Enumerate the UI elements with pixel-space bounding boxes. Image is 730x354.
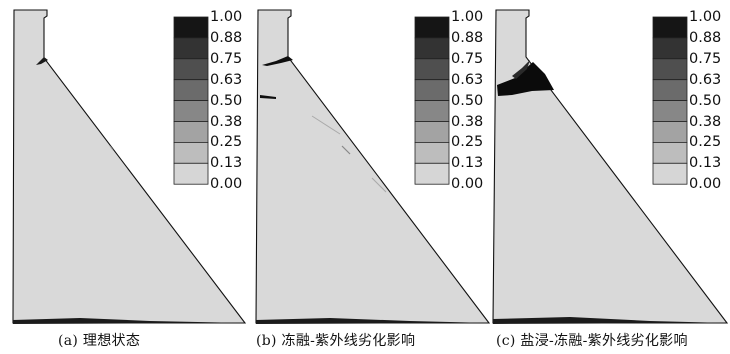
legend-a-label-3: 0.63 [210,71,243,88]
legend-c-label-5: 0.38 [689,113,722,130]
legend-c-swatch-1 [652,37,688,60]
legend-c-swatch-4 [652,100,688,122]
legend-a-swatch-5 [173,121,209,143]
legend-b-label-8: 0.00 [451,176,484,193]
legend-c-label-2: 0.75 [689,50,722,67]
legend-c-swatch-6 [652,141,688,164]
legend-c-swatch-0 [652,16,688,39]
dam-panel-b [255,9,491,324]
legend-b-label-4: 0.50 [451,92,484,109]
legend-a-label-7: 0.13 [210,155,243,172]
damage-zone-b-base [256,318,489,324]
legend-b-swatch-1 [414,37,450,60]
legend-c-label-6: 0.25 [689,134,722,151]
damage-trace-a [109,145,114,151]
legend-c-label-4: 0.50 [689,92,722,109]
legend-a-swatch-4 [173,100,209,122]
legend-c-label-0: 1.00 [689,9,722,25]
legend-b-swatch-6 [414,141,450,164]
legend-a-swatch-7 [173,162,209,185]
legend-a-label-5: 0.38 [210,113,243,130]
legend-c-label-8: 0.00 [689,176,722,193]
damage-zone-c-neck [497,62,554,96]
legend-b-label-6: 0.25 [451,134,484,151]
damage-zone-a-base [13,318,245,324]
damage-zone-b-neck [262,56,293,66]
legend-a-label-1: 0.88 [210,29,243,46]
dam-panel-c [492,9,729,324]
legend-a-swatch-1 [173,37,209,60]
legend-b-label-7: 0.13 [451,155,484,172]
damage-zone-a-neck [36,57,48,65]
legend-b-swatch-4 [414,100,450,122]
legend-c-swatch-5 [652,121,688,143]
legend-a-swatch-3 [173,79,209,101]
legend-a-label-4: 0.50 [210,92,243,109]
damage-trace-b-1 [311,115,341,135]
legend-b-label-0: 1.00 [451,9,484,25]
damage-trace-b-2 [341,145,351,155]
caption-b: (b) 冻融-紫外线劣化影响 [256,333,416,349]
legend-c-label-1: 0.88 [689,29,722,46]
damage-zone-c-base [493,317,727,324]
legend-a-label-8: 0.00 [210,176,243,193]
legend-b-label-2: 0.75 [451,50,484,67]
caption-c: (c) 盐浸-冻融-紫外线劣化影响 [496,333,688,349]
legend-b-swatch-7 [414,162,450,185]
legend-c-swatch-2 [652,58,688,81]
legend-group [173,16,688,185]
legend-a-label-0: 1.00 [210,9,243,25]
legend-a-swatch-6 [173,141,209,164]
legend-c-swatch-7 [652,162,688,185]
dam-panel-a [12,9,247,324]
legend-b-swatch-3 [414,79,450,101]
legend-a-label-2: 0.75 [210,50,243,67]
legend-b-label-5: 0.38 [451,113,484,130]
legend-b-label-3: 0.63 [451,71,484,88]
damage-zone-c-crack [512,60,530,79]
legend-c-label-3: 0.63 [689,71,722,88]
caption-a: (a) 理想状态 [58,333,141,349]
legend-a-label-6: 0.25 [210,134,243,151]
legend-b-label-1: 0.88 [451,29,484,46]
damage-trace-b-3 [371,177,387,193]
legend-b-swatch-2 [414,58,450,81]
legend-a-swatch-0 [173,16,209,39]
legend-b-swatch-0 [414,16,450,39]
legend-c-label-7: 0.13 [689,155,722,172]
legend-a-swatch-2 [173,58,209,81]
legend-b-swatch-5 [414,121,450,143]
legend-c-swatch-3 [652,79,688,101]
damage-zone-b-notch [260,95,276,99]
